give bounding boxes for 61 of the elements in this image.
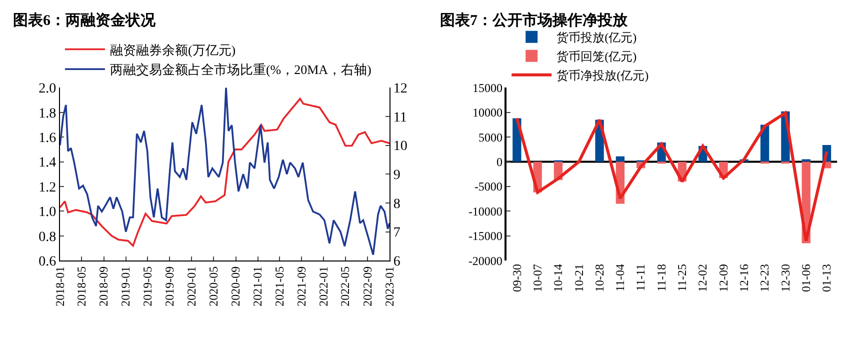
chart-title: 图表7：公开市场操作净投放 (440, 11, 628, 29)
y-tick-label: -15000 (468, 229, 502, 244)
x-tick-label: 10-07 (530, 264, 544, 292)
legend-label: 两融交易金额占全市场比重(%，20MA，右轴) (110, 62, 372, 78)
x-tick-label: 11-04 (613, 264, 628, 292)
x-tick-label: 2022-09 (360, 266, 374, 306)
x-tick-label: 12-16 (737, 264, 752, 292)
y2-tick-label: 12 (393, 82, 408, 97)
x-tick-label: 2021-09 (294, 266, 309, 306)
x-tick-label: 10-21 (572, 264, 586, 292)
legend-label: 融资融券余额(万亿元) (110, 42, 236, 58)
x-tick-label: 10-14 (551, 264, 566, 292)
x-tick-label: 09-30 (510, 264, 524, 292)
x-tick-label: 2020-05 (206, 266, 220, 306)
x-tick-label: 2020-01 (184, 266, 199, 306)
y-tick-label: -10000 (468, 204, 502, 218)
x-tick-label: 01-06 (799, 264, 813, 292)
y-tick-label: 1.8 (38, 106, 56, 122)
x-tick-label: 11-18 (654, 264, 668, 292)
x-tick-label: 12-23 (758, 264, 772, 292)
bar (616, 156, 625, 162)
y-tick-label: 0.8 (38, 230, 56, 245)
y-tick-label: 0 (496, 154, 502, 169)
x-tick-label: 2019-05 (140, 266, 154, 306)
y2-tick-label: 8 (393, 196, 400, 212)
chart-title: 图表6：两融资金状况 (13, 12, 156, 29)
y-tick-label: 1.4 (38, 156, 56, 171)
y-tick-label: 1.6 (38, 130, 56, 146)
x-tick-label: 11-11 (634, 264, 648, 292)
x-tick-label: 2022-01 (316, 266, 331, 306)
x-tick-label: 2022-05 (338, 266, 352, 306)
y-tick-label: 5000 (478, 130, 502, 144)
x-tick-label: 12-09 (716, 264, 730, 292)
x-tick-label: 2019-09 (162, 266, 177, 306)
x-tick-label: 10-28 (592, 264, 606, 292)
x-tick-label: 2021-01 (250, 266, 265, 306)
y2-tick-label: 11 (393, 110, 407, 126)
y-tick-label: 1.0 (38, 205, 56, 220)
y-tick-label: -5000 (474, 180, 502, 194)
legend-label: 货币投放(亿元) (556, 30, 637, 45)
y2-tick-label: 7 (393, 226, 400, 241)
y-tick-label: 10000 (472, 106, 502, 120)
line-series (515, 111, 828, 242)
legend-label: 货币回笼(亿元) (556, 50, 637, 64)
x-tick-label: 2018-09 (96, 266, 111, 306)
x-tick-label: 01-13 (820, 264, 834, 292)
y-tick-label: 1.2 (38, 180, 56, 196)
x-tick-label: 2020-09 (228, 266, 243, 306)
x-tick-label: 12-02 (696, 264, 710, 292)
y-tick-label: 2.0 (38, 82, 56, 97)
x-tick-label: 2019-01 (118, 266, 133, 306)
x-tick-label: 11-25 (675, 264, 690, 292)
x-tick-label: 2018-05 (74, 266, 89, 306)
y-tick-label: -20000 (468, 254, 502, 268)
y2-tick-label: 9 (393, 168, 400, 184)
bar (802, 159, 810, 162)
x-tick-label: 2021-05 (272, 266, 286, 306)
x-tick-label: 12-30 (778, 264, 792, 292)
legend-label: 货币净投放(亿元) (556, 68, 649, 83)
y-tick-label: 15000 (472, 80, 502, 95)
y2-tick-label: 10 (393, 139, 408, 154)
